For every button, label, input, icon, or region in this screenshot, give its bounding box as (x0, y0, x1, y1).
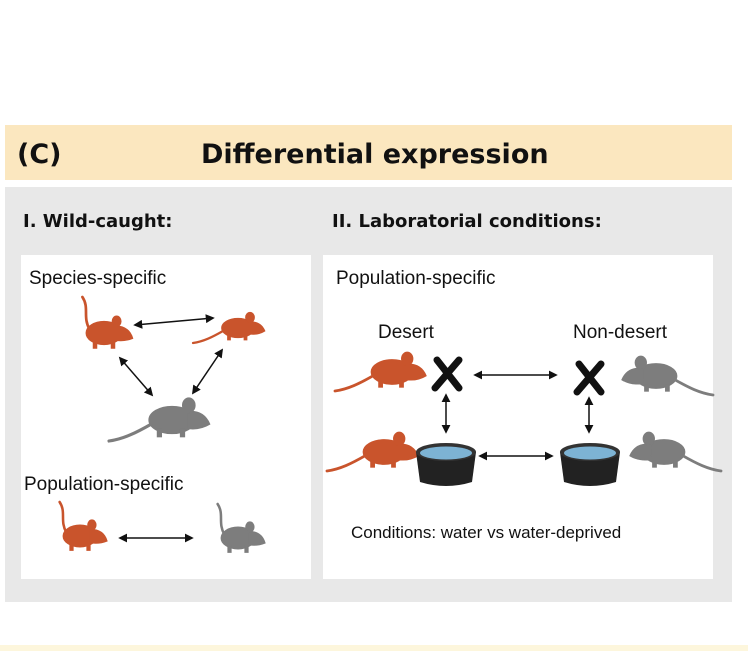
section-header: (C) Differential expression (5, 125, 732, 180)
arrow-species-bc (191, 348, 224, 395)
rodent-species-a (81, 295, 135, 350)
rodent-lab-desert-water (325, 430, 420, 473)
conditions-text: Conditions: water vs water-deprived (351, 523, 622, 542)
cross-nondesert (577, 364, 601, 392)
lab-population-specific-label: Population-specific (336, 268, 496, 289)
content-area: I. Wild-caught: II. Laboratorial conditi… (5, 187, 732, 602)
rodent-wild-nondesert (216, 502, 267, 554)
arrow-species-ac (118, 356, 154, 397)
bottom-strip (0, 645, 748, 651)
header-title: Differential expression (201, 139, 549, 170)
rodent-species-b (191, 311, 267, 345)
lab-panel: Population-specific Desert Non-desert Co… (323, 255, 713, 579)
panel-label: (C) (17, 139, 62, 170)
rodent-lab-desert-deprived (333, 350, 428, 393)
rodent-species-c (107, 396, 212, 443)
wild-caught-title: I. Wild-caught: (23, 211, 173, 232)
arrow-species-ab (133, 314, 215, 329)
lab-title: II. Laboratorial conditions: (332, 211, 602, 232)
rodent-lab-nondesert-water (628, 430, 723, 473)
rodent-lab-nondesert-deprived (620, 354, 715, 397)
species-specific-label: Species-specific (29, 268, 167, 289)
wild-population-specific-label: Population-specific (24, 474, 184, 495)
desert-label: Desert (378, 322, 434, 343)
water-bowl-desert (416, 443, 476, 486)
non-desert-label: Non-desert (573, 322, 667, 343)
rodent-wild-desert (58, 500, 109, 552)
water-bowl-nondesert (560, 443, 620, 486)
cross-desert (435, 360, 459, 388)
